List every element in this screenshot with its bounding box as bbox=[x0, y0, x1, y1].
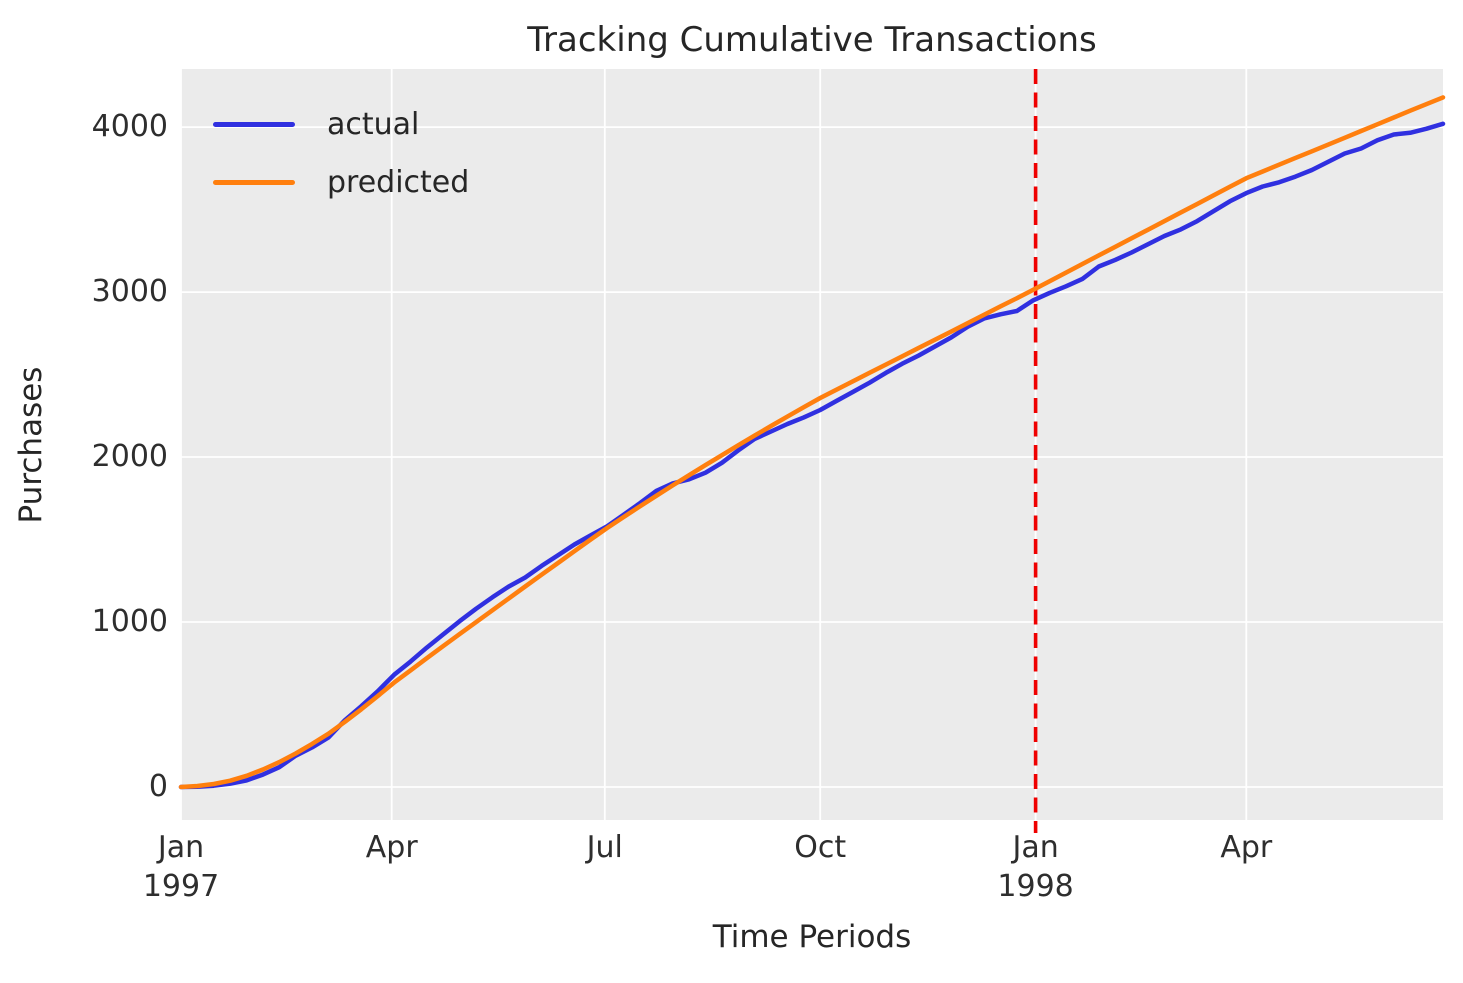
x-tick-label: Oct bbox=[794, 830, 847, 865]
x-tick-label: Jul bbox=[586, 830, 623, 865]
x-tick-label: Apr bbox=[1220, 830, 1273, 865]
y-tick-label: 4000 bbox=[91, 109, 168, 145]
series-line-predicted bbox=[178, 95, 1446, 790]
legend-line-predicted bbox=[213, 179, 295, 185]
legend-label: predicted bbox=[327, 164, 470, 200]
x-tick-label: Apr bbox=[365, 830, 418, 865]
legend-label: actual bbox=[327, 106, 420, 142]
x-tick-label: Jan 1997 bbox=[142, 830, 220, 904]
x-tick-label: Jan 1998 bbox=[997, 830, 1074, 904]
y-tick-label: 0 bbox=[148, 769, 168, 804]
chart-title: Tracking Cumulative Transactions bbox=[527, 20, 1097, 60]
y-tick-label: 1000 bbox=[91, 604, 168, 640]
x-axis-label: Time Periods bbox=[712, 919, 912, 955]
legend-line-actual bbox=[213, 121, 295, 127]
legend: actual predicted bbox=[213, 95, 469, 211]
y-tick-label: 3000 bbox=[91, 274, 168, 310]
y-tick-label: 2000 bbox=[91, 439, 168, 475]
series-line-actual bbox=[178, 121, 1446, 790]
legend-item-actual: actual bbox=[213, 95, 469, 153]
legend-item-predicted: predicted bbox=[213, 153, 469, 211]
